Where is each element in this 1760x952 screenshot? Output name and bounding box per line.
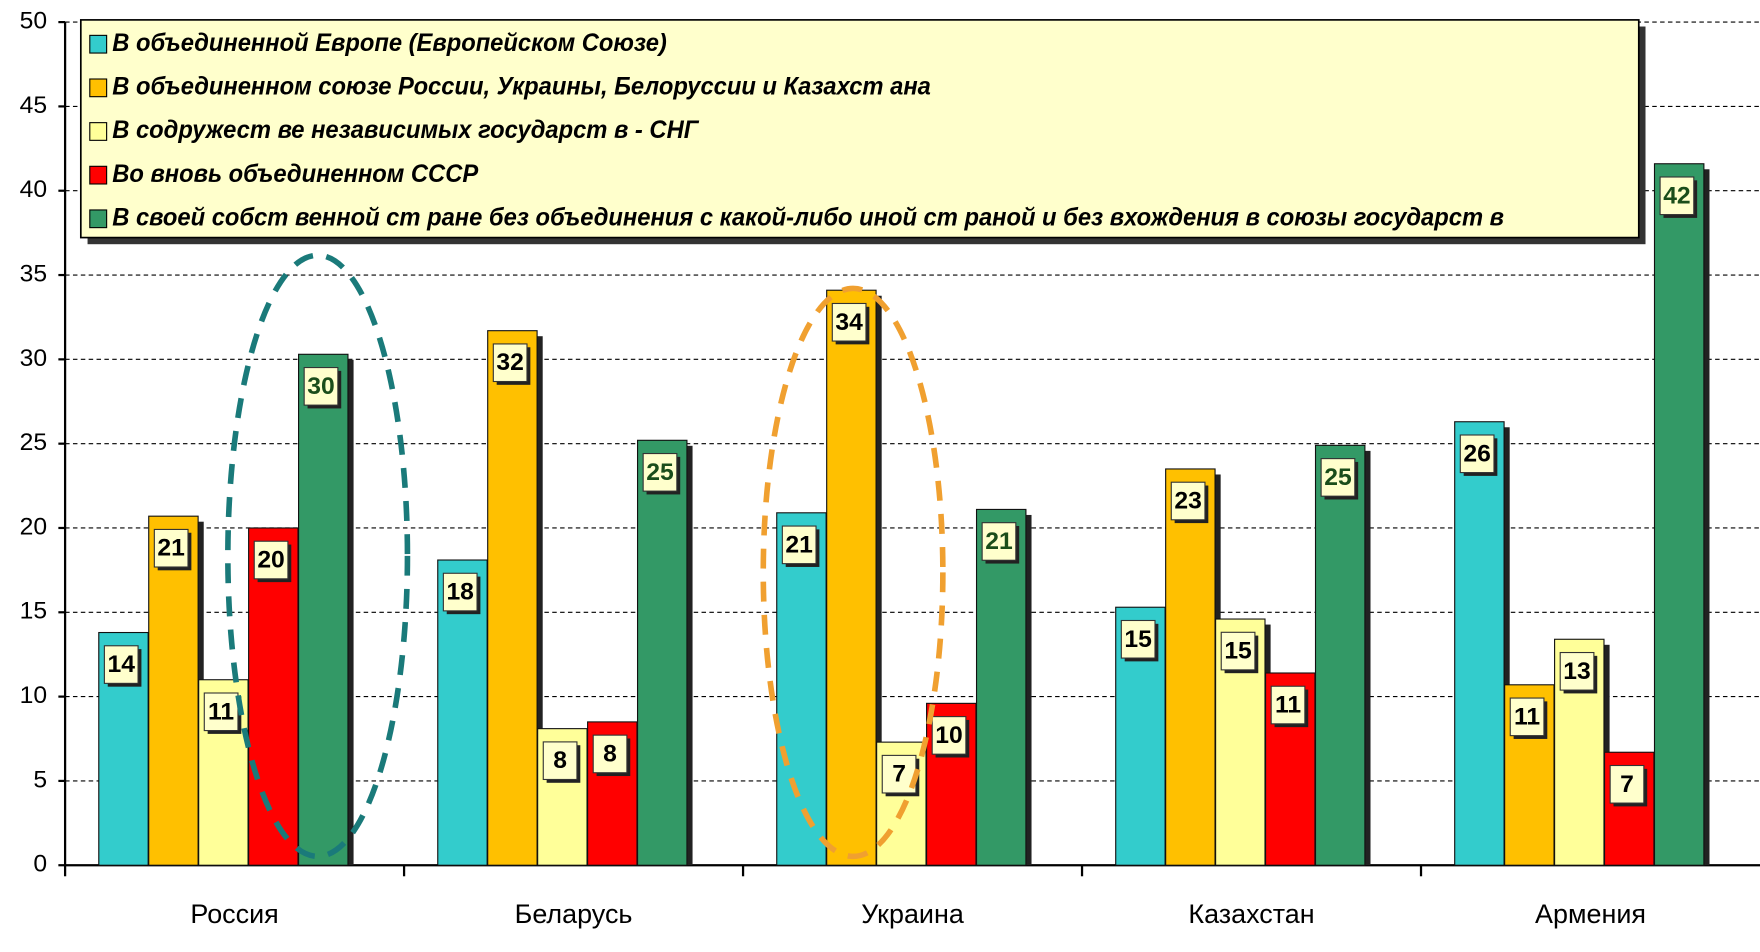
- data-label-box: [303, 367, 339, 406]
- data-label: 7: [892, 761, 906, 788]
- x-tick-label: Армения: [1535, 899, 1646, 929]
- data-label-box: [1320, 458, 1356, 497]
- data-label-box: [1509, 697, 1545, 737]
- legend: В объединенной Европе (Европейском Союзе…: [79, 19, 1646, 245]
- x-tick-label: Беларусь: [515, 899, 633, 929]
- data-label-box: [542, 741, 578, 781]
- y-tick-label: 0: [33, 851, 47, 878]
- data-label-box: [781, 525, 817, 565]
- data-label-box: [981, 522, 1017, 561]
- data-label-box: [1170, 481, 1206, 521]
- data-label-box: [931, 716, 967, 755]
- legend-label: В объединенном союзе России, Украины, Бе…: [112, 73, 931, 101]
- legend-swatch: [89, 209, 108, 229]
- y-tick-label: 40: [20, 176, 47, 203]
- y-tick-label: 50: [20, 8, 47, 35]
- bar: [1653, 163, 1705, 866]
- data-label-box: [103, 645, 139, 684]
- data-label: 15: [1224, 638, 1251, 665]
- data-label-box: [1120, 619, 1156, 659]
- legend-label: В содружест ве независимых государст в -…: [112, 117, 699, 145]
- data-label: 10: [935, 722, 962, 749]
- legend-label: Во вновь объединенном СССР: [112, 160, 479, 188]
- data-label-box: [203, 692, 239, 732]
- bar: [636, 439, 688, 866]
- data-label-box: [1609, 764, 1645, 804]
- data-label-box: [642, 452, 678, 492]
- highlight-ellipse: [760, 285, 946, 860]
- bar: [248, 527, 299, 866]
- data-label: 42: [1663, 182, 1690, 209]
- data-label-box: [492, 343, 528, 383]
- legend-label: В своей собст венной ст ране без объедин…: [112, 204, 1504, 232]
- data-label: 20: [257, 547, 284, 574]
- y-tick-label: 20: [20, 514, 47, 541]
- data-label-box: [1659, 176, 1695, 216]
- data-label: 11: [1275, 692, 1301, 719]
- bar: [1454, 421, 1505, 866]
- legend-swatch: [89, 165, 108, 185]
- data-label: 23: [1174, 488, 1201, 515]
- data-label-box: [1459, 434, 1495, 474]
- data-label-box: [442, 572, 478, 612]
- data-label: 7: [1620, 771, 1634, 798]
- data-label-box: [1559, 651, 1595, 691]
- x-tick-label: Украина: [861, 899, 964, 929]
- data-label: 11: [208, 698, 234, 725]
- bar: [487, 330, 538, 866]
- data-label: 11: [1514, 704, 1540, 731]
- x-tick-label: Казахстан: [1188, 899, 1314, 929]
- data-label: 21: [785, 532, 812, 559]
- legend-label: В объединенной Европе (Европейском Союзе…: [112, 29, 667, 57]
- data-label-box: [1270, 685, 1306, 725]
- data-label: 15: [1124, 626, 1151, 653]
- data-label-box: [253, 540, 289, 580]
- bar: [975, 508, 1027, 866]
- data-label-box: [153, 528, 189, 568]
- y-tick-label: 45: [20, 92, 47, 119]
- legend-box: [79, 19, 1640, 239]
- data-label: 32: [496, 349, 523, 376]
- data-label: 8: [553, 747, 567, 774]
- highlight-ellipse: [225, 252, 411, 860]
- data-label: 21: [985, 528, 1012, 555]
- legend-swatch: [89, 122, 108, 141]
- bar: [298, 353, 349, 866]
- data-label: 34: [835, 309, 863, 336]
- data-label: 26: [1463, 440, 1490, 467]
- data-label: 21: [157, 535, 184, 562]
- bar: [1314, 444, 1366, 866]
- data-label: 18: [446, 579, 473, 606]
- data-label-box: [592, 734, 628, 774]
- legend-swatch: [89, 34, 108, 54]
- data-label: 14: [107, 651, 135, 678]
- bar: [826, 289, 877, 866]
- y-tick-label: 5: [33, 766, 47, 793]
- data-label: 30: [307, 373, 334, 400]
- legend-swatch: [89, 78, 108, 98]
- x-tick-label: Россия: [190, 899, 278, 929]
- y-tick-label: 30: [20, 345, 47, 372]
- data-label: 13: [1563, 658, 1590, 685]
- data-label: 8: [603, 741, 617, 768]
- bars: 14 18 21 15 26 21 32 34 23 11 11 8 7 15 13 20 8 10 11 7 30 25…: [98, 163, 1710, 866]
- data-label: 25: [1324, 464, 1351, 491]
- y-tick-label: 35: [20, 261, 47, 288]
- data-label: 25: [646, 459, 673, 486]
- data-label-box: [831, 302, 867, 342]
- data-label-box: [1220, 631, 1256, 671]
- y-tick-label: 15: [20, 598, 47, 625]
- y-tick-label: 10: [20, 682, 47, 709]
- y-tick-label: 25: [20, 429, 47, 456]
- bar: [1165, 468, 1216, 866]
